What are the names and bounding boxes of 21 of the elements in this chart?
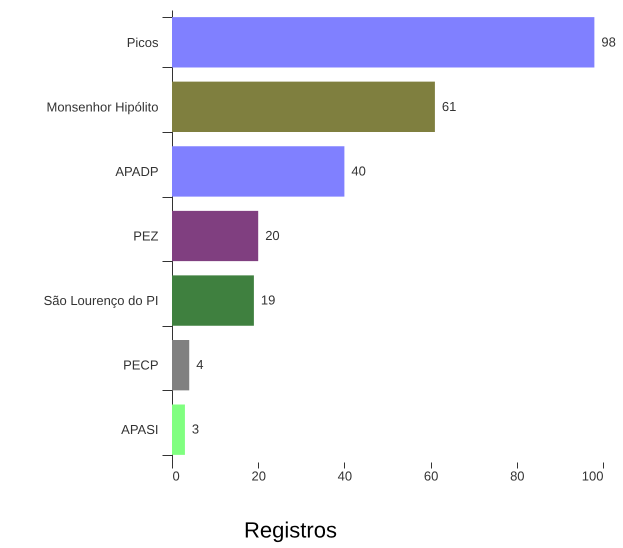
x-tick-label: 40 — [338, 468, 352, 484]
y-tick-label: São Lourenço do PI — [44, 293, 158, 308]
data-label: 4 — [196, 357, 204, 372]
x-tick-label: 60 — [424, 468, 438, 484]
data-label: 40 — [351, 163, 366, 178]
data-label: 20 — [265, 228, 280, 243]
y-tick-label: Picos — [126, 34, 159, 50]
data-label: 3 — [192, 422, 200, 437]
y-tick-label: Monsenhor Hipólito — [46, 99, 158, 114]
x-tick-label: 20 — [251, 468, 266, 484]
x-tick-label: 100 — [582, 468, 604, 484]
y-tick-label: APADP — [115, 164, 158, 179]
x-axis-title: Registros — [244, 518, 337, 542]
y-tick-label: PECP — [123, 358, 158, 373]
y-tick-label: APASI — [121, 422, 158, 438]
x-tick-label: 0 — [172, 468, 180, 484]
y-tick-label: PEZ — [133, 228, 159, 244]
x-tick-label: 80 — [510, 468, 525, 484]
data-label: 98 — [601, 34, 616, 50]
data-label: 61 — [442, 98, 456, 114]
data-label: 19 — [260, 292, 276, 308]
